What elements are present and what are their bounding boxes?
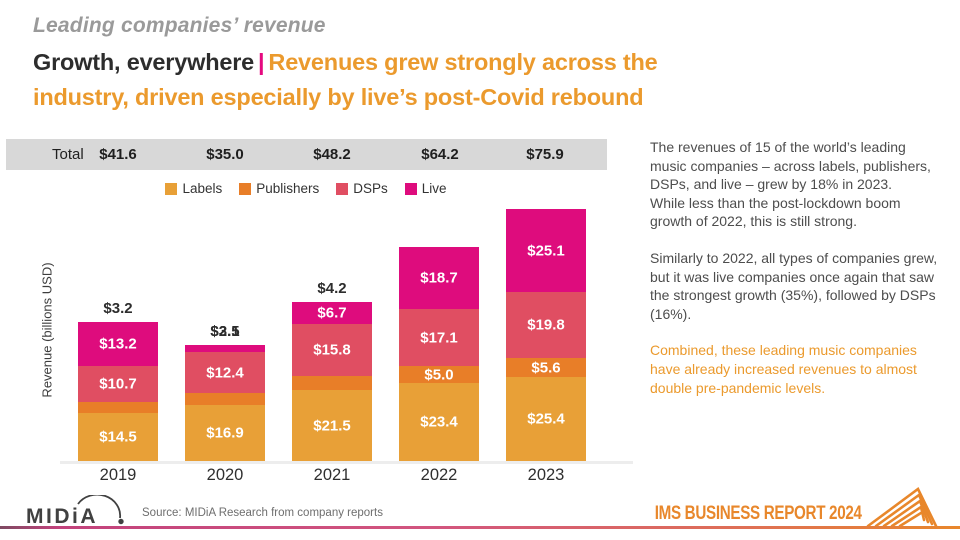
bar-value-label: $21.5 [313, 417, 351, 434]
bar-segment-live: $6.7 [292, 302, 372, 324]
bar-value-label: $5.0 [424, 366, 454, 383]
source-text: Source: MIDiA Research from company repo… [142, 507, 383, 519]
commentary-paragraph-3: Similarly to 2022, all types of companie… [650, 250, 938, 322]
bar-value-label: $10.7 [99, 375, 137, 393]
legend-label: DSPs [353, 181, 388, 196]
x-axis-label-2023: 2023 [527, 466, 565, 484]
legend-swatch-icon [404, 182, 417, 195]
commentary-paragraph-1: The revenues of 15 of the world’s leadin… [650, 139, 931, 193]
bar-segment-publishers [292, 376, 372, 390]
total-value-2023: $75.9 [526, 146, 564, 163]
bar-value-label: $12.4 [206, 364, 244, 381]
x-axis-label-2019: 2019 [99, 466, 137, 484]
bars-area: $14.5 $3.2 $10.7 $13.2 $16.9 $3.5 $12.4 $2.1 $21… [78, 195, 605, 461]
bar-value-label: $18.7 [420, 269, 458, 287]
bar-group-2022: $23.4 $5.0 $17.1 $18.7 [399, 247, 479, 461]
commentary-paragraph-4: Combined, these leading music companies … [650, 342, 917, 396]
bar-value-label: $4.2 [317, 280, 347, 297]
bar-value-label: $3.2 [103, 300, 133, 317]
total-value-2022: $64.2 [421, 146, 459, 163]
bar-value-label: $25.4 [527, 410, 565, 428]
x-axis-label-2020: 2020 [206, 466, 244, 484]
bar-group-2020: $16.9 $3.5 $12.4 $2.1 [185, 323, 265, 461]
headline-separator: | [258, 49, 265, 75]
bar-value-label: $23.4 [420, 413, 458, 431]
total-value-2021: $48.2 [313, 146, 351, 163]
x-axis-line [60, 461, 633, 464]
legend-item-labels: Labels [165, 181, 222, 196]
bar-value-label: $15.8 [313, 341, 351, 359]
bar-segment-labels: $21.5 [292, 390, 372, 461]
bar-value-label: $5.6 [531, 359, 561, 376]
bar-segment-live: $18.7 [399, 247, 479, 309]
chart-legend: Labels Publishers DSPs Live [0, 181, 612, 196]
bar-segment-live [185, 345, 265, 352]
legend-swatch-icon [165, 182, 178, 195]
legend-label: Publishers [256, 181, 320, 196]
totals-strip: Total $41.6 $35.0 $48.2 $64.2 $75.9 [6, 139, 607, 170]
bar-segment-dsps: $17.1 [399, 309, 479, 366]
bar-segment-dsps: $12.4 [185, 352, 265, 393]
legend-label: Live [421, 181, 447, 196]
bar-segment-live: $13.2 [78, 322, 158, 366]
commentary-panel: The revenues of 15 of the world’s leadin… [650, 138, 942, 397]
midia-logo-icon: MIDiA [26, 493, 124, 528]
headline-orange: Revenues grew strongly across the indust… [33, 49, 658, 110]
legend-item-dsps: DSPs [336, 181, 388, 196]
legend-item-live: Live [404, 181, 447, 196]
headline-black: Growth, everywhere [33, 49, 255, 75]
bar-value-label: $16.9 [206, 424, 244, 442]
bar-segment-labels: $23.4 [399, 383, 479, 461]
commentary-paragraph-2: While less than the post-lockdown boom g… [650, 194, 901, 230]
midia-logo: MIDiA [26, 493, 138, 536]
legend-label: Labels [182, 181, 223, 196]
bar-value-label: $25.1 [527, 242, 565, 259]
title-block: Leading companies’ revenue Growth, every… [33, 14, 933, 115]
headline: Growth, everywhere | Revenues grew strongl… [33, 45, 693, 115]
bar-value-label: $19.8 [527, 316, 565, 334]
x-axis-label-2021: 2021 [313, 466, 351, 484]
bar-segment-dsps: $10.7 [78, 366, 158, 402]
legend-swatch-icon [239, 182, 252, 195]
bar-segment-labels: $14.5 [78, 413, 158, 461]
svg-text:MIDiA: MIDiA [26, 505, 98, 528]
legend-item-publishers: Publishers [239, 181, 319, 196]
bar-group-2023: $25.4 $5.6 $19.8 $25.1 [506, 209, 586, 461]
bar-value-label: $13.2 [99, 335, 137, 353]
footer-divider [0, 526, 960, 529]
bar-value-label: $6.7 [317, 304, 347, 322]
y-axis-label: Revenue (billions USD) [39, 262, 55, 398]
bar-segment-publishers: $5.6 [506, 358, 586, 377]
bar-value-label: $17.1 [420, 329, 458, 346]
bar-value-label: $2.1 [210, 323, 240, 340]
bar-segment-dsps: $15.8 [292, 324, 372, 376]
total-row-label: Total [52, 146, 84, 163]
bar-value-label: $3.5 [210, 323, 240, 340]
bar-group-2019: $14.5 $3.2 $10.7 $13.2 [78, 300, 158, 461]
total-value-2020: $35.0 [206, 146, 244, 163]
bar-segment-publishers [78, 402, 158, 413]
bar-segment-dsps: $19.8 [506, 292, 586, 358]
bar-value-label: $14.5 [99, 428, 137, 446]
x-axis-row: 2019 2020 2021 2022 2023 [78, 466, 605, 488]
bar-segment-publishers [185, 393, 265, 405]
bar-segment-labels: $16.9 [185, 405, 265, 461]
bar-group-2021: $21.5 $4.2 $15.8 $6.7 [292, 280, 372, 461]
bar-segment-labels: $25.4 [506, 377, 586, 461]
legend-swatch-icon [336, 182, 349, 195]
bar-segment-live: $25.1 [506, 209, 586, 292]
x-axis-label-2022: 2022 [420, 466, 458, 484]
ims-report-title: IMS BUSINESS REPORT 2024 [655, 503, 862, 524]
ims-mountain-icon [866, 487, 938, 528]
total-value-2019: $41.6 [99, 146, 137, 163]
ims-report-badge: IMS BUSINESS REPORT 2024 [603, 486, 942, 528]
kicker-title: Leading companies’ revenue [33, 14, 326, 37]
bar-segment-publishers: $5.0 [399, 366, 479, 383]
